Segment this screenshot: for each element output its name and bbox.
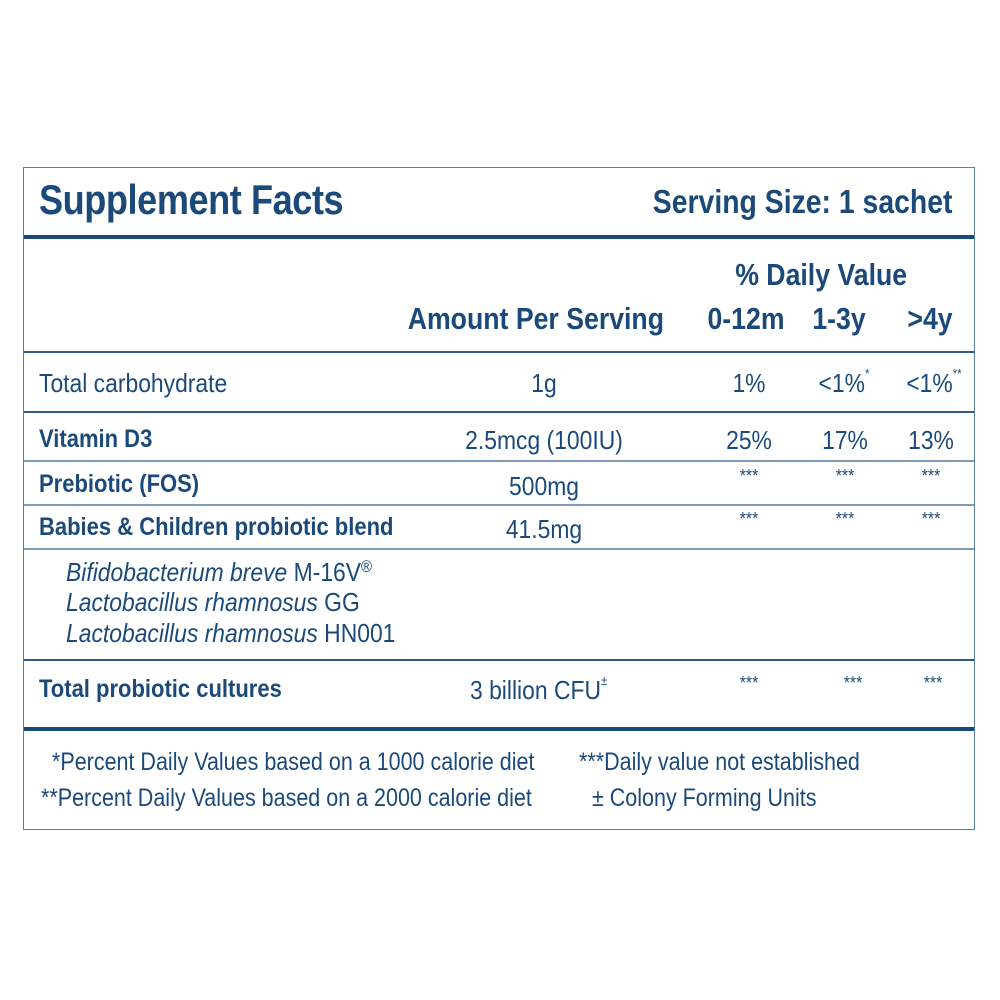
dv-0-12m: *** xyxy=(739,673,759,693)
strain-species: Lactobacillus rhamnosus xyxy=(66,587,318,617)
nutrient-name: Vitamin D3 xyxy=(39,425,153,453)
serving-size: Serving Size: 1 sachet xyxy=(652,183,952,220)
nutrient-name: Total carbohydrate xyxy=(39,368,228,398)
rule-under-strains xyxy=(24,659,974,661)
footnote-mark: ** xyxy=(952,366,962,381)
strain-code: M-16V xyxy=(287,557,362,587)
rule-under-prebiotic xyxy=(24,504,974,506)
dv-1-3y: *** xyxy=(835,466,855,486)
dv-1-3y: 17% xyxy=(822,425,868,455)
dv-over-4y: 13% xyxy=(908,425,954,455)
nutrient-amount: 2.5mcg (100IU) xyxy=(465,425,623,455)
dv-over-4y: *** xyxy=(921,466,941,486)
daily-value-header: % Daily Value xyxy=(735,257,908,292)
dv-0-12m: *** xyxy=(739,509,759,529)
rule-under-vitamin-d3 xyxy=(24,460,974,462)
dv-0-12m: 25% xyxy=(726,425,772,455)
amount-per-serving-header: Amount Per Serving xyxy=(407,301,664,336)
nutrient-name: Total probiotic cultures xyxy=(39,675,282,703)
strain-code: HN001 xyxy=(317,618,396,648)
age-header-1-3y: 1-3y xyxy=(812,301,866,336)
nutrient-name: Prebiotic (FOS) xyxy=(39,470,200,498)
footnote-dv-not-established: ***Daily value not established xyxy=(579,748,860,776)
strain-item: Lactobacillus rhamnosus HN001 xyxy=(66,618,395,649)
supplement-facts-panel: Supplement Facts Serving Size: 1 sachet … xyxy=(23,167,975,830)
strain-species: Lactobacillus rhamnosus xyxy=(66,618,318,648)
footnote-2000-calorie: **Percent Daily Values based on a 2000 c… xyxy=(41,784,532,812)
nutrient-amount: 1g xyxy=(531,368,557,398)
cfu-mark: ± xyxy=(600,673,608,688)
age-header-over-4y: >4y xyxy=(907,301,953,336)
nutrient-amount: 41.5mg xyxy=(505,514,583,544)
rule-above-footnotes xyxy=(24,727,974,731)
registered-mark: ® xyxy=(361,557,373,576)
strain-species: Bifidobacterium breve xyxy=(66,557,288,587)
dv-over-4y: *** xyxy=(923,673,943,693)
rule-under-carbohydrate xyxy=(24,411,974,413)
panel-title: Supplement Facts xyxy=(39,176,344,223)
dv-1-3y: <1%* xyxy=(818,366,870,398)
footnote-cfu: ± Colony Forming Units xyxy=(592,784,817,812)
rule-under-title xyxy=(24,235,974,239)
footnote-1000-calorie: *Percent Daily Values based on a 1000 ca… xyxy=(52,748,535,776)
rule-under-header xyxy=(24,351,974,353)
dv-1-3y: *** xyxy=(835,509,855,529)
strain-item: Lactobacillus rhamnosus GG xyxy=(66,587,360,618)
dv-over-4y: *** xyxy=(921,509,941,529)
strain-code: GG xyxy=(317,587,360,617)
age-header-0-12m: 0-12m xyxy=(707,301,785,336)
nutrient-amount: 3 billion CFU± xyxy=(470,673,608,705)
strain-item: Bifidobacterium breve M-16V® xyxy=(66,557,372,588)
rule-under-blend xyxy=(24,548,974,550)
footnote-mark: * xyxy=(864,366,870,381)
dv-0-12m: 1% xyxy=(732,368,766,398)
dv-0-12m: *** xyxy=(739,466,759,486)
nutrient-name: Babies & Children probiotic blend xyxy=(39,513,394,541)
dv-over-4y: <1%** xyxy=(906,366,962,398)
nutrient-amount: 500mg xyxy=(509,471,579,501)
dv-1-3y: *** xyxy=(843,673,863,693)
